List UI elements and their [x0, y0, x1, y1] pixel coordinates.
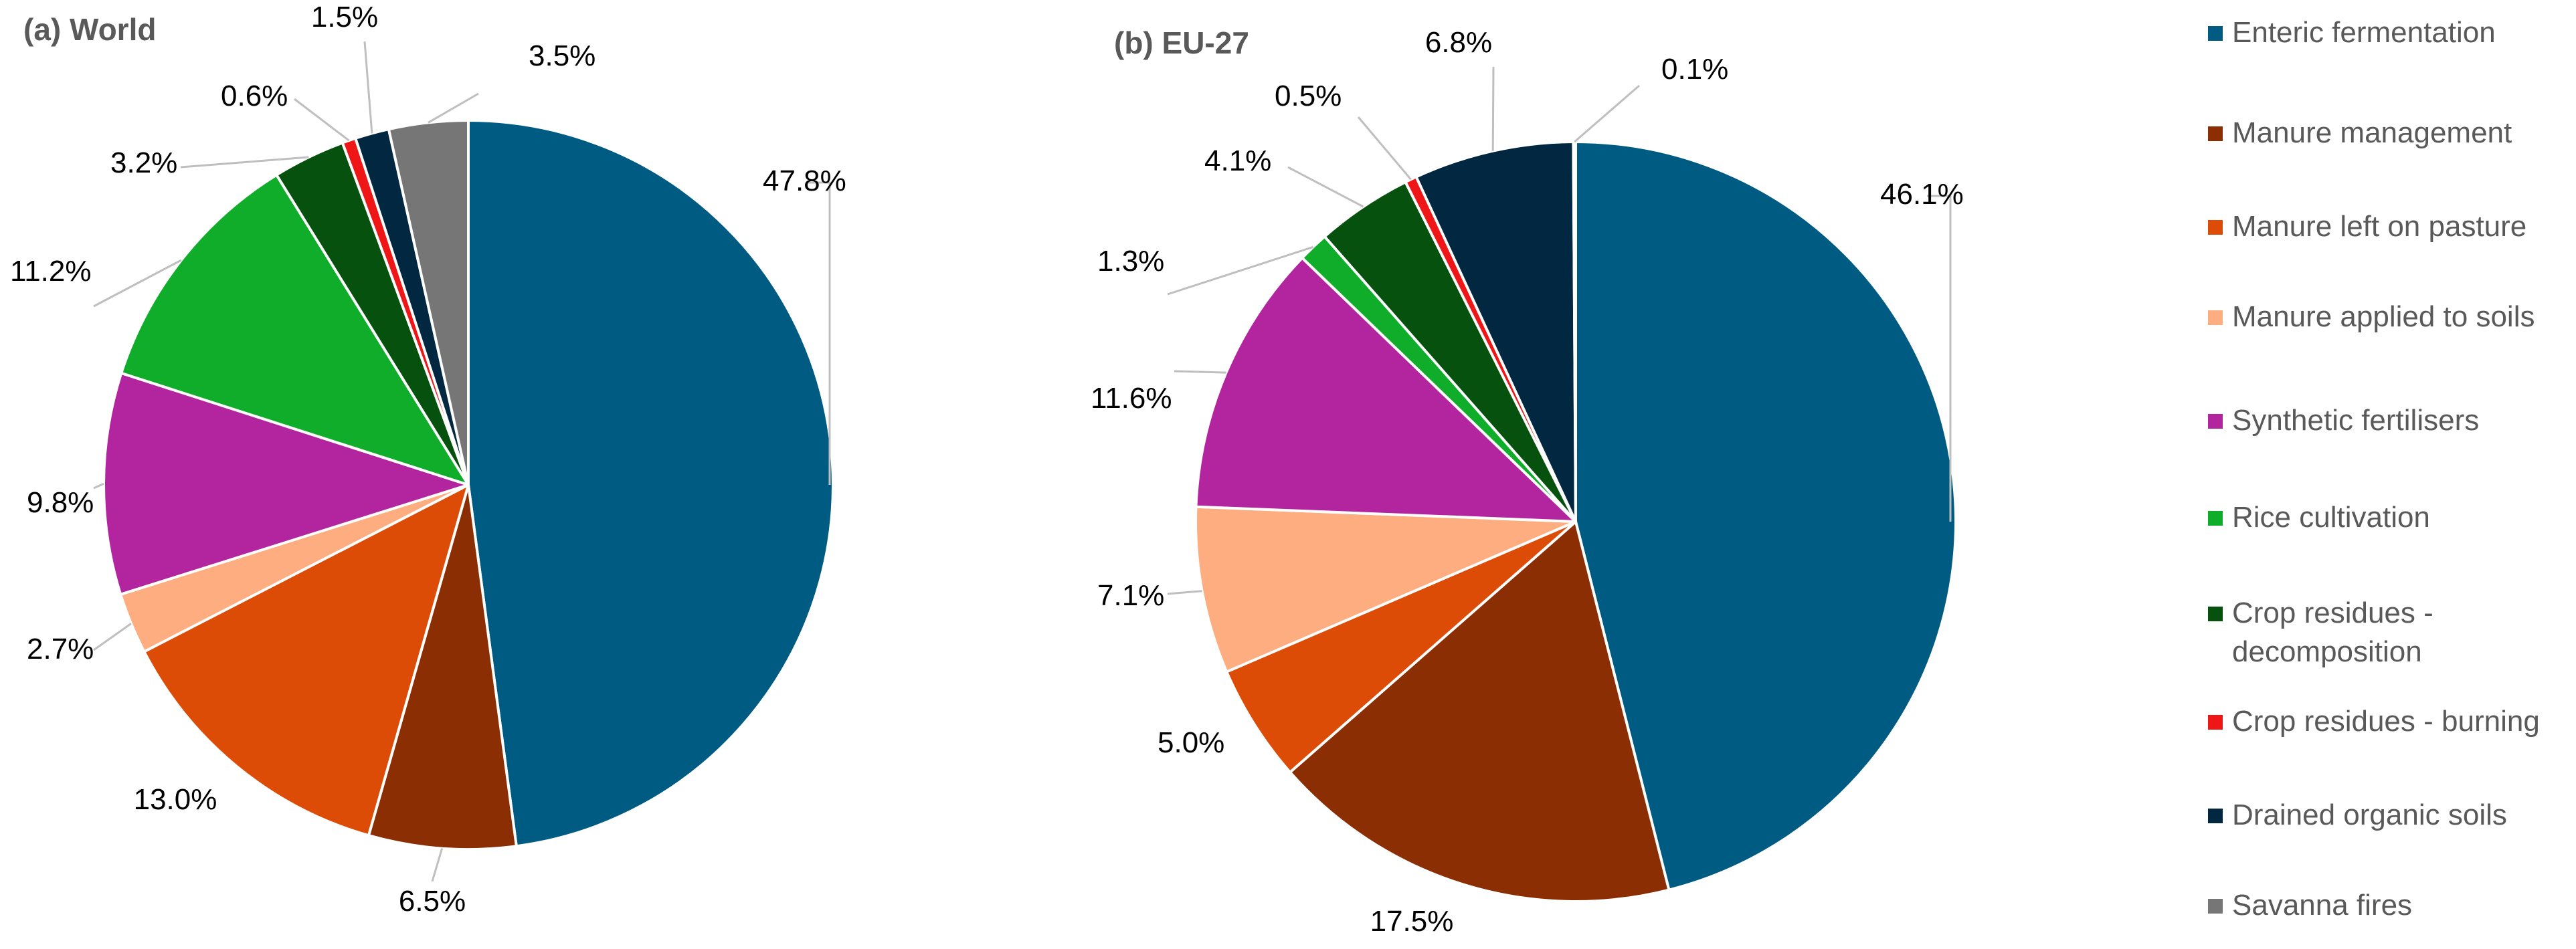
pie-chart-world: 47.8% 6.5% 13.0% 2.7% 9.8% 11.2% 3.2% 0.6% 1.5% 3… — [10, 1, 846, 918]
legend-item: Manure applied to soils — [2208, 298, 2567, 336]
leader-line — [363, 41, 373, 134]
legend-item: Rice cultivation — [2208, 498, 2567, 537]
data-label-synthetic-fertilisers: 9.8% — [27, 486, 94, 519]
data-label-synthetic-fertilisers: 11.6% — [1091, 382, 1172, 415]
leader-line — [93, 623, 132, 651]
pie-slice-manure-applied-to-soils — [1194, 505, 1577, 673]
pie-slice-manure-left-on-pasture — [1225, 520, 1577, 774]
panel-a-title: (a) World — [23, 12, 156, 47]
legend-swatch — [2208, 607, 2223, 621]
pie-slice-drained-organic-soils — [1414, 140, 1577, 523]
legend-swatch — [2208, 126, 2223, 141]
leader-line — [180, 156, 309, 169]
pie-slice-savanna-fires — [387, 119, 470, 486]
legend-label: Manure management — [2232, 116, 2512, 149]
data-label-manure-left-on-pasture: 13.0% — [134, 783, 217, 816]
legend-item: Manure management — [2208, 114, 2567, 152]
legend-swatch — [2208, 899, 2223, 914]
leader-line — [93, 482, 104, 490]
leader-line — [1927, 195, 1952, 522]
data-label-rice-cultivation: 11.2% — [10, 255, 92, 288]
legend-label: Manure applied to soils — [2232, 300, 2535, 333]
data-label-drained-organic-soils: 1.5% — [311, 1, 378, 33]
pie-slice-enteric-fermentation — [1574, 140, 1957, 891]
data-label-crop-residues-decomposition: 4.1% — [1204, 144, 1271, 177]
legend-swatch — [2208, 511, 2223, 526]
data-label-manure-management: 6.5% — [399, 885, 466, 918]
legend-label: Manure left on pasture — [2232, 210, 2527, 243]
legend-item: Drained organic soils — [2208, 796, 2567, 835]
leader-line — [1174, 370, 1226, 374]
data-label-crop-residues-burning: 0.6% — [221, 80, 288, 112]
legend-swatch — [2208, 310, 2223, 325]
data-label-crop-residues-decomposition: 3.2% — [110, 146, 177, 179]
legend-item: Enteric fermentation — [2208, 13, 2567, 52]
data-label-enteric-fermentation: 46.1% — [1880, 178, 1964, 211]
data-label-manure-applied-to-soils: 7.1% — [1097, 579, 1164, 612]
data-label-crop-residues-burning: 0.5% — [1275, 80, 1342, 112]
pie-slice-synthetic-fertilisers — [102, 371, 470, 596]
legend-swatch — [2208, 809, 2223, 823]
legend-label: Synthetic fertilisers — [2232, 404, 2480, 437]
legend-label: Drained organic soils — [2232, 799, 2507, 831]
legend-swatch — [2208, 26, 2223, 41]
pie-slice-enteric-fermentation — [467, 119, 834, 848]
leader-line — [1357, 116, 1412, 181]
legend-item: Synthetic fertilisers — [2208, 401, 2567, 440]
leader-line — [806, 181, 831, 485]
legend-swatch — [2208, 220, 2223, 235]
legend-label: Crop residues - decomposition — [2232, 597, 2433, 668]
pie-slice-synthetic-fertilisers — [1194, 256, 1577, 523]
data-label-manure-applied-to-soils: 2.7% — [27, 633, 94, 665]
legend-label: Savanna fires — [2232, 889, 2413, 922]
legend-swatch — [2208, 715, 2223, 730]
panel-b-title: (b) EU-27 — [1114, 25, 1249, 60]
pie-slice-manure-management — [367, 484, 518, 851]
legend-item: Crop residues - burning — [2208, 702, 2567, 741]
legend-label: Crop residues - burning — [2232, 705, 2540, 738]
leader-line — [1167, 590, 1202, 595]
leader-line — [428, 92, 479, 124]
data-label-manure-management: 17.5% — [1370, 905, 1454, 938]
leader-line — [93, 259, 182, 308]
legend-label: Enteric fermentation — [2232, 16, 2496, 49]
legend-item: Manure left on pasture — [2208, 207, 2567, 246]
data-label-drained-organic-soils: 6.8% — [1425, 26, 1492, 59]
pie-slice-manure-left-on-pasture — [143, 484, 470, 837]
leader-line — [1574, 84, 1640, 143]
leader-line — [294, 98, 350, 142]
legend-item: Savanna fires — [2208, 886, 2567, 925]
data-label-savanna-fires: 3.5% — [529, 39, 595, 72]
data-label-rice-cultivation: 1.3% — [1097, 245, 1164, 278]
legend-label: Rice cultivation — [2232, 501, 2430, 534]
legend-swatch — [2208, 414, 2223, 429]
pie-chart-eu27: 46.1% 17.5% 5.0% 7.1% 11.6% 1.3% 4.1%0.5% 6.8% 0… — [1091, 26, 1964, 938]
data-label-manure-left-on-pasture: 5.0% — [1158, 726, 1224, 759]
leader-line — [1287, 166, 1364, 208]
data-label-enteric-fermentation: 47.8% — [763, 165, 846, 197]
legend-item: Crop residues - decomposition — [2208, 594, 2567, 671]
data-label-savanna-fires: 0.1% — [1661, 53, 1728, 86]
leader-line — [431, 848, 444, 882]
pie-slice-manure-management — [1289, 520, 1671, 903]
leader-line — [1167, 245, 1314, 296]
